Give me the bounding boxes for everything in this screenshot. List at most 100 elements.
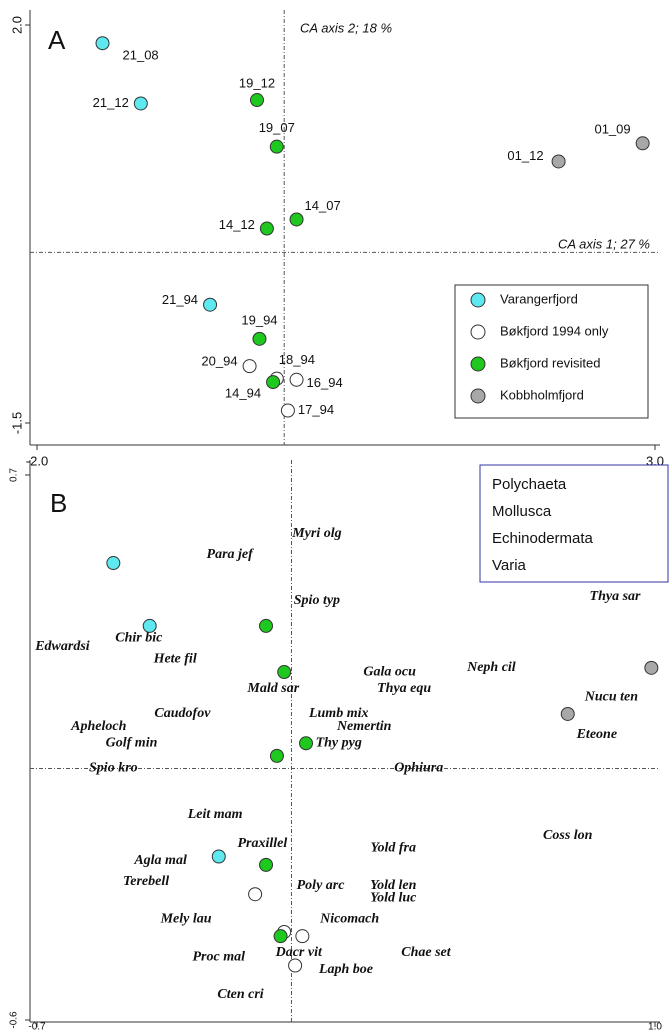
y-tick-label: -0.6 xyxy=(9,1011,20,1029)
point-label: 14_94 xyxy=(225,386,261,401)
point-label: 01_09 xyxy=(594,122,630,137)
species-label: Ophiura xyxy=(394,761,443,776)
legend-label: Kobbholmfjord xyxy=(500,387,584,402)
panel-label: B xyxy=(50,488,67,518)
point xyxy=(273,929,288,944)
point xyxy=(295,929,310,944)
species-label: Mely lau xyxy=(160,912,212,927)
point xyxy=(259,857,274,872)
point xyxy=(250,93,265,108)
species-label: Edwardsi xyxy=(34,639,90,654)
species-label: Spio kro xyxy=(89,761,138,776)
point xyxy=(277,665,292,680)
species-label: Caudofov xyxy=(154,706,211,721)
point-label: 19_07 xyxy=(259,120,295,135)
species-label: Eteone xyxy=(576,727,617,742)
point xyxy=(133,96,148,111)
species-label: Proc mal xyxy=(193,949,246,964)
point xyxy=(211,849,226,864)
species-label: Leit mam xyxy=(187,807,243,822)
species-label: Hete fil xyxy=(153,652,197,667)
point xyxy=(269,139,284,154)
species-label: Terebell xyxy=(123,874,169,889)
species-label: Mald sar xyxy=(246,681,299,696)
point-label: 19_94 xyxy=(241,312,277,327)
point xyxy=(288,958,303,973)
legend-label: Varia xyxy=(492,557,527,574)
point-label: 21_12 xyxy=(93,95,129,110)
legend-box xyxy=(479,464,669,583)
species-label: Chir bic xyxy=(115,631,163,646)
species-label: Apheloch xyxy=(70,719,126,734)
species-label: Thya sar xyxy=(590,589,642,604)
point xyxy=(644,660,659,675)
point xyxy=(203,297,218,312)
point-label: 20_94 xyxy=(201,354,237,369)
species-label: Gala ocu xyxy=(363,664,416,679)
point-label: 21_94 xyxy=(162,292,198,307)
species-label: Lumb mix xyxy=(308,706,369,721)
panel-label: A xyxy=(48,25,66,55)
x-tick-label: 3.0 xyxy=(646,453,664,468)
point xyxy=(289,372,304,387)
point xyxy=(259,618,274,633)
point-label: 17_94 xyxy=(298,402,334,417)
species-label: Thy pyg xyxy=(316,736,362,751)
y-tick-label: 2.0 xyxy=(9,16,24,34)
species-label: Coss lon xyxy=(543,828,593,843)
species-label: Yold fra xyxy=(371,840,417,855)
axis-annotation: CA axis 2; 18 % xyxy=(300,20,392,35)
species-label: Poly arc xyxy=(297,878,346,893)
legend-marker xyxy=(470,324,486,340)
point xyxy=(269,748,284,763)
species-label: Thya equ xyxy=(377,681,431,696)
species-label: Cten cri xyxy=(217,987,263,1002)
point-label: 21_08 xyxy=(123,48,159,63)
point xyxy=(280,403,295,418)
point xyxy=(259,221,274,236)
species-label: Nicomach xyxy=(319,912,379,927)
species-label: Yold luc xyxy=(370,891,417,906)
legend-label: Echinodermata xyxy=(492,530,594,547)
point xyxy=(560,706,575,721)
point xyxy=(299,736,314,751)
x-tick-label: 1.0 xyxy=(648,1022,662,1031)
y-tick-label: 0.7 xyxy=(9,468,20,482)
point xyxy=(142,618,157,633)
legend-label: Bøkfjord 1994 only xyxy=(500,323,609,338)
point-label: 19_12 xyxy=(239,75,275,90)
point xyxy=(635,136,650,151)
legend-marker xyxy=(470,292,486,308)
y-tick-label: -1.5 xyxy=(9,412,24,434)
point xyxy=(242,359,257,374)
species-label: Myri olg xyxy=(291,526,341,541)
species-label: Dacr vit xyxy=(275,945,323,960)
legend-marker xyxy=(470,388,486,404)
point xyxy=(106,556,121,571)
point xyxy=(248,887,263,902)
x-tick-label: -2.0 xyxy=(26,453,48,468)
point-label: 18_94 xyxy=(279,352,315,367)
species-label: Agla mal xyxy=(133,853,187,868)
species-label: Neph cil xyxy=(466,660,516,675)
legend-label: Varangerfjord xyxy=(500,291,578,306)
legend-label: Mollusca xyxy=(492,503,552,520)
point xyxy=(266,375,281,390)
species-label: Yold len xyxy=(370,878,416,893)
point xyxy=(95,36,110,51)
x-tick-label: -0.7 xyxy=(28,1022,46,1031)
legend-marker xyxy=(470,356,486,372)
point-label: 16_94 xyxy=(307,375,343,390)
legend-box xyxy=(454,284,649,419)
species-label: Para jef xyxy=(207,547,255,562)
axis-annotation: CA axis 1; 27 % xyxy=(558,236,650,251)
species-label: Chae set xyxy=(401,945,452,960)
species-label: Golf min xyxy=(106,736,158,751)
point-label: 14_07 xyxy=(305,198,341,213)
point-label: 01_12 xyxy=(507,148,543,163)
point xyxy=(551,154,566,169)
point xyxy=(252,331,267,346)
legend-label: Polychaeta xyxy=(492,476,567,493)
species-label: Spio typ xyxy=(294,593,340,608)
legend-label: Bøkfjord revisited xyxy=(500,355,600,370)
